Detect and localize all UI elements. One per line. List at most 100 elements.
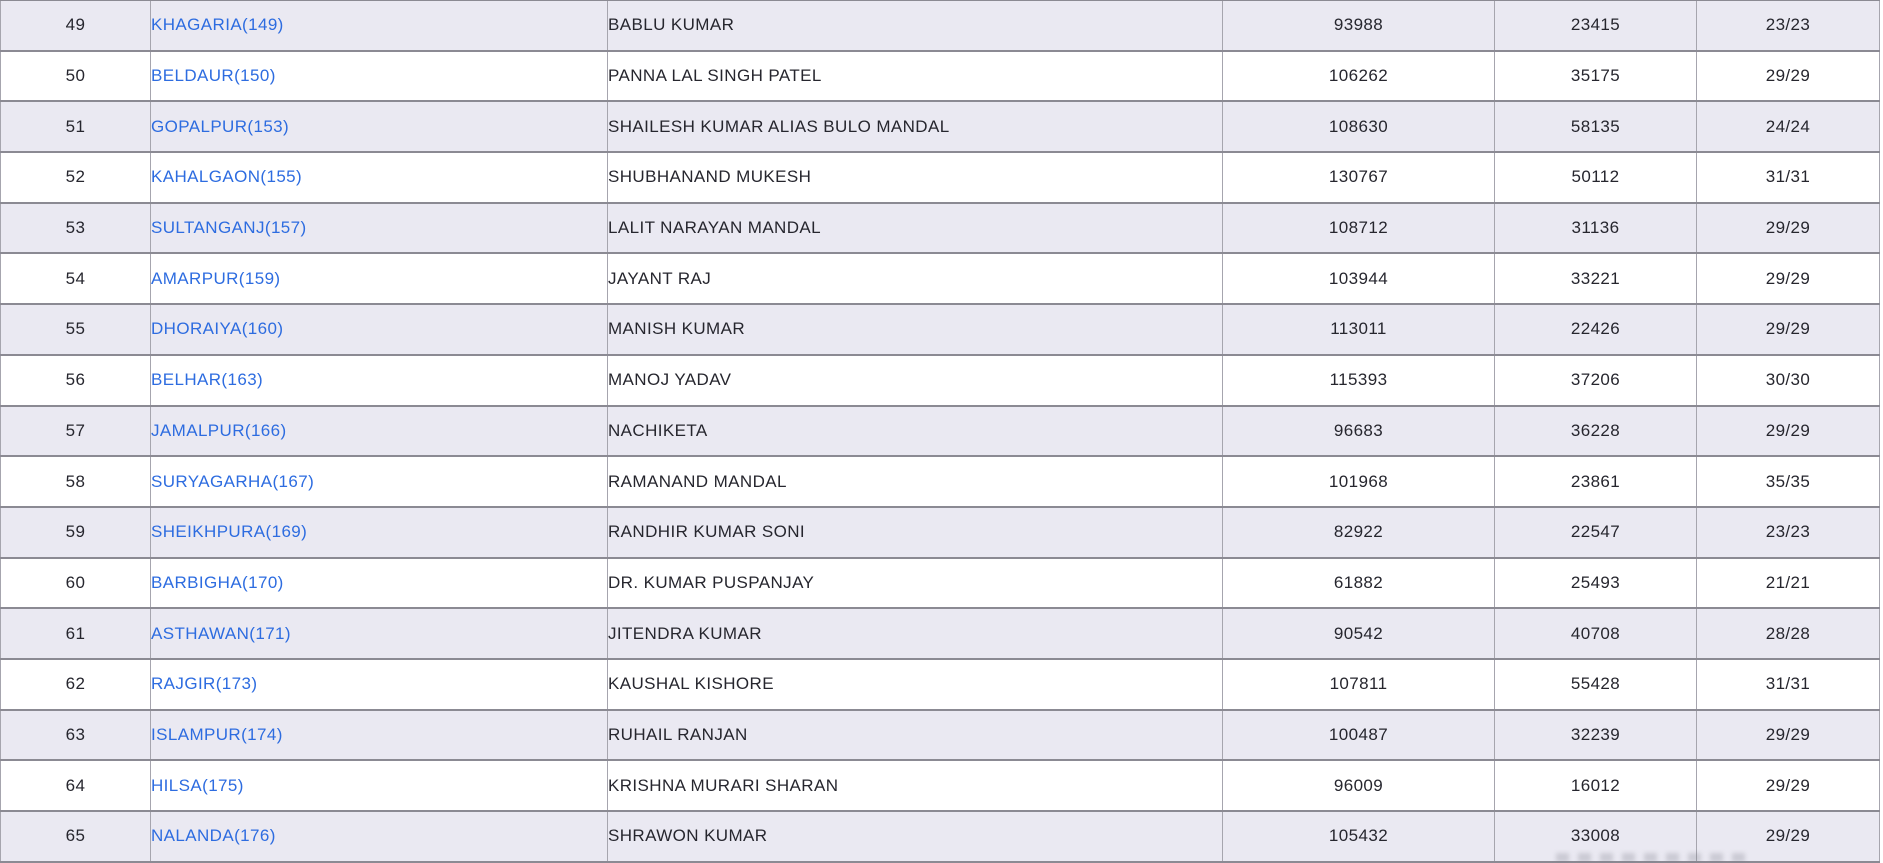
margin-cell: 32239 [1494,708,1697,762]
constituency-link[interactable]: SHEIKHPURA(169) [151,522,308,542]
constituency-cell: BELHAR(163) [150,353,608,407]
total-votes-cell: 107811 [1222,657,1495,711]
serial-number-cell: 51 [0,100,151,154]
constituency-link[interactable]: KAHALGAON(155) [151,167,303,187]
table-row: 58 SURYAGARHA(167) RAMANAND MANDAL 10196… [0,455,1880,508]
candidate-name-cell: JITENDRA KUMAR [607,607,1223,660]
table-row: 59 SHEIKHPURA(169) RANDHIR KUMAR SONI 82… [0,505,1880,559]
constituency-link[interactable]: DHORAIYA(160) [151,319,284,339]
margin-cell: 37206 [1494,353,1697,407]
candidate-name-cell: RAMANAND MANDAL [607,455,1223,508]
constituency-link[interactable]: RAJGIR(173) [151,674,258,694]
constituency-link[interactable]: SURYAGARHA(167) [151,471,315,491]
constituency-link[interactable]: BELDAUR(150) [151,66,276,86]
rounds-cell: 29/29 [1696,708,1880,762]
constituency-cell: BARBIGHA(170) [150,556,608,610]
margin-cell: 25493 [1494,556,1697,610]
total-votes-cell: 93988 [1222,0,1495,52]
total-votes-cell: 108712 [1222,201,1495,255]
candidate-name-cell: PANNA LAL SINGH PATEL [607,49,1223,103]
constituency-cell: ASTHAWAN(171) [150,607,608,660]
candidate-name-cell: KRISHNA MURARI SHARAN [607,759,1223,812]
serial-number-cell: 52 [0,151,151,204]
margin-cell: 50112 [1494,151,1697,204]
margin-cell: 36228 [1494,404,1697,458]
total-votes-cell: 106262 [1222,49,1495,103]
total-votes-cell: 96683 [1222,404,1495,458]
constituency-cell: ISLAMPUR(174) [150,708,608,762]
constituency-link[interactable]: SULTANGANJ(157) [151,218,307,238]
total-votes-cell: 108630 [1222,100,1495,154]
constituency-link[interactable]: GOPALPUR(153) [151,116,290,136]
table-row: 63 ISLAMPUR(174) RUHAIL RANJAN 100487 32… [0,708,1880,762]
serial-number-cell: 59 [0,505,151,559]
margin-cell: 22426 [1494,303,1697,356]
serial-number-cell: 62 [0,657,151,711]
candidate-name-cell: DR. KUMAR PUSPANJAY [607,556,1223,610]
candidate-name-cell: MANOJ YADAV [607,353,1223,407]
total-votes-cell: 96009 [1222,759,1495,812]
serial-number-cell: 61 [0,607,151,660]
serial-number-cell: 50 [0,49,151,103]
candidate-name-cell: BABLU KUMAR [607,0,1223,52]
margin-cell: 16012 [1494,759,1697,812]
total-votes-cell: 115393 [1222,353,1495,407]
constituency-cell: SULTANGANJ(157) [150,201,608,255]
table-row: 52 KAHALGAON(155) SHUBHANAND MUKESH 1307… [0,151,1880,204]
constituency-cell: NALANDA(176) [150,810,608,863]
constituency-link[interactable]: BARBIGHA(170) [151,572,284,592]
table-row: 51 GOPALPUR(153) SHAILESH KUMAR ALIAS BU… [0,100,1880,154]
margin-cell: 22547 [1494,505,1697,559]
rounds-cell: 29/29 [1696,303,1880,356]
table-row: 61 ASTHAWAN(171) JITENDRA KUMAR 90542 40… [0,607,1880,660]
candidate-name-cell: RUHAIL RANJAN [607,708,1223,762]
constituency-cell: JAMALPUR(166) [150,404,608,458]
constituency-cell: GOPALPUR(153) [150,100,608,154]
rounds-cell: 24/24 [1696,100,1880,154]
constituency-link[interactable]: KHAGARIA(149) [151,15,284,35]
serial-number-cell: 53 [0,201,151,255]
rounds-cell: 29/29 [1696,404,1880,458]
serial-number-cell: 58 [0,455,151,508]
serial-number-cell: 54 [0,252,151,306]
constituency-link[interactable]: ASTHAWAN(171) [151,623,291,643]
table-row: 49 KHAGARIA(149) BABLU KUMAR 93988 23415… [0,0,1880,52]
constituency-cell: KHAGARIA(149) [150,0,608,52]
total-votes-cell: 113011 [1222,303,1495,356]
constituency-link[interactable]: BELHAR(163) [151,370,264,390]
constituency-cell: AMARPUR(159) [150,252,608,306]
constituency-cell: DHORAIYA(160) [150,303,608,356]
constituency-cell: BELDAUR(150) [150,49,608,103]
constituency-link[interactable]: HILSA(175) [151,775,244,795]
serial-number-cell: 56 [0,353,151,407]
rounds-cell: 23/23 [1696,0,1880,52]
serial-number-cell: 49 [0,0,151,52]
candidate-name-cell: SHAILESH KUMAR ALIAS BULO MANDAL [607,100,1223,154]
table-row: 65 NALANDA(176) SHRAWON KUMAR 105432 330… [0,810,1880,863]
total-votes-cell: 105432 [1222,810,1495,863]
margin-cell: 35175 [1494,49,1697,103]
rounds-cell: 28/28 [1696,607,1880,660]
total-votes-cell: 130767 [1222,151,1495,204]
table-row: 55 DHORAIYA(160) MANISH KUMAR 113011 224… [0,303,1880,356]
serial-number-cell: 57 [0,404,151,458]
total-votes-cell: 101968 [1222,455,1495,508]
rounds-cell: 23/23 [1696,505,1880,559]
margin-cell: 33221 [1494,252,1697,306]
constituency-link[interactable]: ISLAMPUR(174) [151,724,283,744]
margin-cell: 40708 [1494,607,1697,660]
serial-number-cell: 55 [0,303,151,356]
constituency-link[interactable]: AMARPUR(159) [151,268,281,288]
constituency-link[interactable]: NALANDA(176) [151,826,276,846]
margin-cell: 58135 [1494,100,1697,154]
serial-number-cell: 65 [0,810,151,863]
rounds-cell: 29/29 [1696,201,1880,255]
constituency-cell: RAJGIR(173) [150,657,608,711]
serial-number-cell: 60 [0,556,151,610]
candidate-name-cell: JAYANT RAJ [607,252,1223,306]
table-row: 64 HILSA(175) KRISHNA MURARI SHARAN 9600… [0,759,1880,812]
table-row: 56 BELHAR(163) MANOJ YADAV 115393 37206 … [0,353,1880,407]
constituency-link[interactable]: JAMALPUR(166) [151,420,287,440]
